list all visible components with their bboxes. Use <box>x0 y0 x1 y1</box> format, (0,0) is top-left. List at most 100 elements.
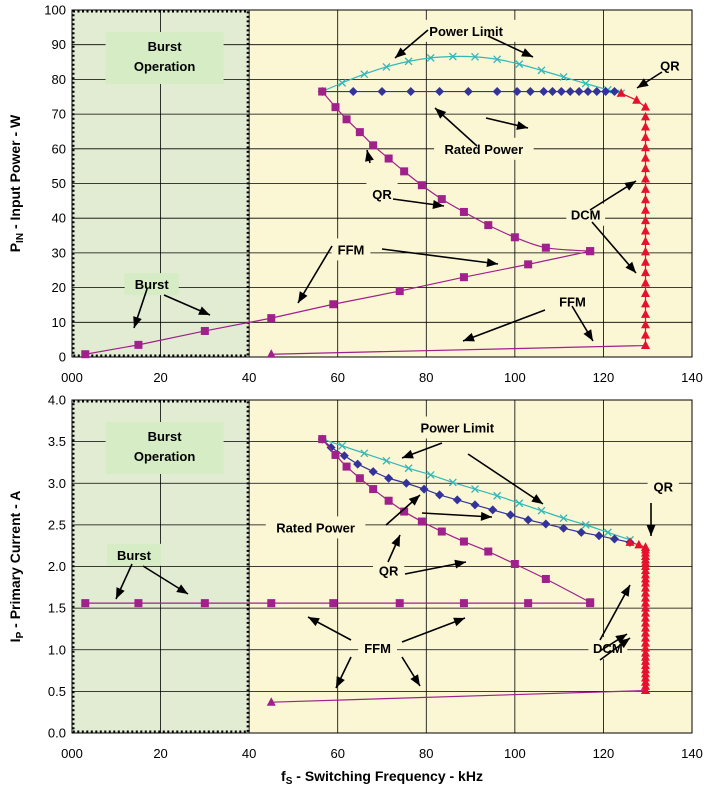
data-point <box>492 87 502 97</box>
data-point <box>641 330 650 339</box>
annotation-arrow-head <box>583 329 593 341</box>
data-point <box>384 154 393 163</box>
annotation-arrow-head <box>618 638 630 649</box>
data-point <box>634 539 644 549</box>
data-point <box>360 449 369 458</box>
annotation-label: DCM <box>593 641 623 656</box>
y-axis-title-main: P <box>7 243 23 252</box>
annotation-label: DCM <box>571 208 601 223</box>
annotation-arrow-head <box>395 47 407 58</box>
y-axis-title-sub: IN <box>15 233 26 243</box>
data-point <box>641 194 650 204</box>
data-point <box>338 441 347 450</box>
annotation-arrow-head <box>646 525 656 536</box>
data-point <box>338 78 347 87</box>
annotation-arrow-head <box>432 200 444 209</box>
data-point <box>266 697 276 706</box>
data-point <box>384 473 394 483</box>
data-point <box>641 278 650 287</box>
annotation-arrow-head <box>410 674 420 686</box>
x-axis-title-main: f <box>281 768 286 784</box>
data-point <box>641 593 650 602</box>
annotation-bg <box>553 290 592 313</box>
x-tick-label: 40 <box>242 370 256 385</box>
chart-top: 0 10 20 30 40 50 60 70 80 90 100 000 20 40 60 80 100 120 1… <box>7 3 703 386</box>
data-point <box>400 507 409 516</box>
data-point <box>641 608 650 617</box>
data-point <box>641 603 650 612</box>
annotation-arrow-head <box>463 332 475 342</box>
data-point <box>417 517 426 526</box>
x-tick-label: 140 <box>681 746 703 761</box>
y-tick-label: 0.0 <box>48 726 66 741</box>
burst-operation-label: Operation <box>134 59 195 74</box>
data-point <box>512 87 522 97</box>
data-point <box>484 221 493 230</box>
data-point <box>548 87 557 97</box>
data-point <box>318 435 327 444</box>
y-axis-title-main: I <box>7 638 23 642</box>
data-point <box>556 87 566 97</box>
data-point <box>592 87 602 97</box>
data-point <box>586 247 595 256</box>
data-point <box>565 87 575 97</box>
data-point <box>448 52 457 61</box>
x-tick-label: 20 <box>153 370 167 385</box>
x-axis-title-sub: S <box>286 776 293 787</box>
x-tick-label: 120 <box>593 370 615 385</box>
data-point <box>641 205 650 214</box>
x-axis-title: fS - Switching Frequency - kHz <box>281 768 483 787</box>
y-axis-title-rest: - Input Power - W <box>7 114 23 233</box>
annotation-arrow-head <box>531 494 543 504</box>
data-point <box>641 257 650 266</box>
data-point <box>641 340 650 350</box>
data-point <box>329 300 338 309</box>
annotation-arrow-head <box>298 291 308 303</box>
data-point <box>331 450 340 459</box>
data-point <box>641 121 650 131</box>
y-tick-label: 1.5 <box>48 601 66 616</box>
data-point <box>586 599 595 608</box>
data-point <box>348 87 358 97</box>
data-point <box>435 490 445 500</box>
annotation-label: Burst <box>117 548 152 563</box>
y-tick-label: 100 <box>44 3 66 18</box>
annotation-bg <box>654 54 686 77</box>
data-point <box>541 519 551 529</box>
series-line-ffm <box>271 344 646 355</box>
data-point <box>459 207 468 216</box>
annotation-arrow-head <box>453 617 465 627</box>
data-point <box>641 309 650 318</box>
data-point <box>395 287 404 296</box>
data-point <box>641 633 650 642</box>
annotation-bg <box>107 543 161 566</box>
data-point <box>537 66 546 75</box>
data-point <box>353 459 363 469</box>
annotation-arrows <box>133 29 663 342</box>
data-point <box>559 73 568 81</box>
burst-operation-label-box <box>105 32 224 84</box>
y-tick-label: 2.0 <box>48 559 66 574</box>
tick-labels: 0.0 0.5 1.0 1.5 2.0 2.5 3.0 3.5 4.0 000 20 40 60 80 10… <box>48 393 703 762</box>
y-tick-label: 0 <box>59 350 66 365</box>
data-point <box>459 273 468 282</box>
data-point <box>452 495 462 505</box>
data-point <box>342 115 351 124</box>
data-point <box>603 528 612 537</box>
annotation-label: FFM <box>364 641 391 656</box>
data-point <box>459 537 468 546</box>
data-point <box>641 613 650 622</box>
data-point <box>200 326 209 335</box>
data-point <box>610 534 619 544</box>
data-point <box>493 491 502 500</box>
burst-operation-label-box <box>105 422 224 474</box>
data-point <box>641 246 650 256</box>
annotation-label: Rated Power <box>444 142 523 157</box>
x-axis-title-rest: - Switching Frequency - kHz <box>292 768 483 784</box>
series-line-ffm <box>271 689 646 703</box>
data-point <box>360 70 369 79</box>
annotation-arrow-head <box>408 495 420 506</box>
burst-region-border <box>71 399 250 734</box>
data-point <box>539 87 549 97</box>
